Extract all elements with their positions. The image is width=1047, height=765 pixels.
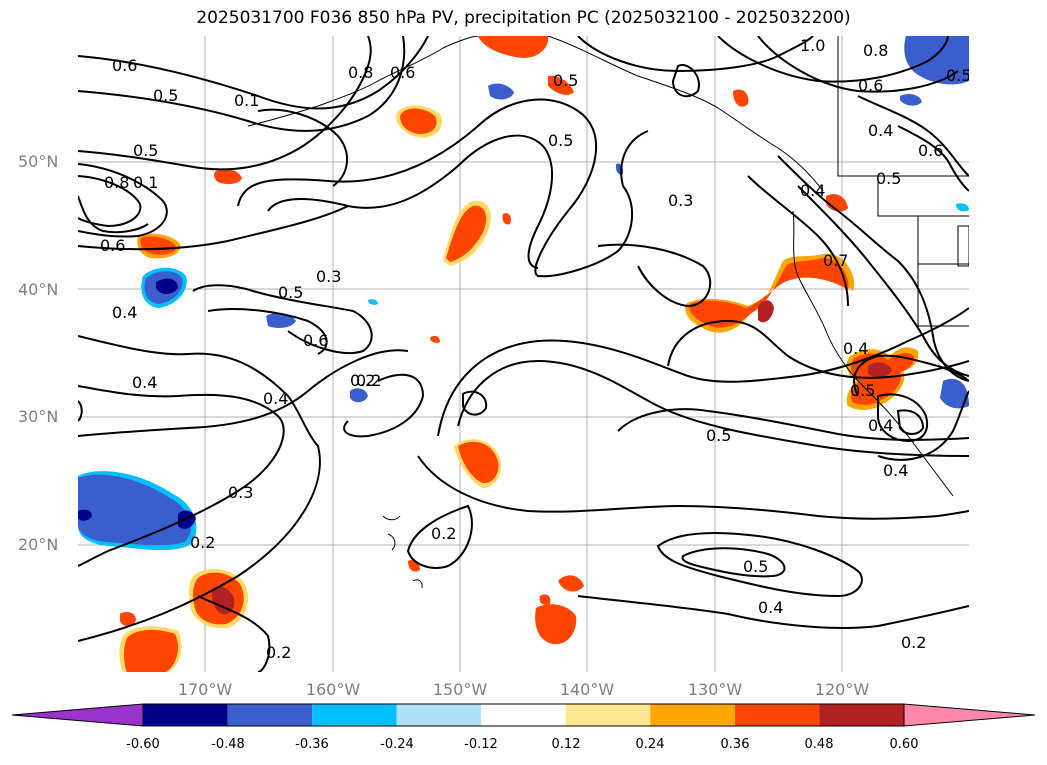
colorbar-high-extend — [903, 703, 1035, 727]
contour-label: 0.3 — [668, 191, 693, 210]
contour-label: 0.5 — [850, 381, 875, 400]
contour-label: 0.4 — [263, 389, 288, 408]
colorbar-tick: -0.36 — [295, 737, 329, 752]
contour-label: 0.4 — [132, 373, 157, 392]
contour-label: 0.4 — [843, 339, 868, 358]
contour-label: 0.4 — [112, 303, 137, 322]
contour-label: 0.5 — [946, 66, 969, 85]
colorbar-segment — [396, 704, 482, 726]
contour-label: 0.5 — [133, 141, 158, 160]
contour-label: 0.2 — [266, 643, 291, 662]
map-title: 2025031700 F036 850 hPa PV, precipitatio… — [196, 8, 851, 28]
colorbar-tick: 0.12 — [551, 737, 581, 752]
colorbar-segment — [565, 704, 651, 726]
lat-label-20n: 20°N — [18, 535, 59, 554]
colorbar-segment — [481, 704, 566, 726]
colorbar-tick: -0.60 — [126, 737, 160, 752]
contour-label: 0.4 — [868, 121, 893, 140]
precip-negative-areas — [78, 36, 969, 551]
colorbar-segment — [227, 704, 313, 726]
contour-label: 0.6 — [100, 236, 125, 255]
colorbar-segment — [819, 704, 904, 726]
colorbar-tick: -0.24 — [380, 737, 414, 752]
colorbar-segment — [650, 704, 735, 726]
colorbar-low-extend — [12, 703, 144, 727]
contour-label: 0.2 — [431, 524, 456, 543]
contour-label: 0.5 — [553, 71, 578, 90]
colorbar-tick: 0.48 — [804, 737, 834, 752]
pv-contours — [78, 36, 969, 672]
lat-label-50n: 50°N — [18, 152, 59, 171]
colorbar-tick: 0.60 — [889, 737, 919, 752]
contour-label: 0.1 — [133, 173, 158, 192]
contour-label: 0.5 — [876, 169, 901, 188]
contour-label: 0.2 — [356, 371, 381, 390]
precip-positive-areas — [119, 36, 919, 672]
contour-label: 0.4 — [868, 416, 893, 435]
lat-label-30n: 30°N — [18, 407, 59, 426]
lon-label-160w: 160°W — [305, 680, 361, 699]
lat-label-40n: 40°N — [18, 280, 59, 299]
contour-label: 0.8 — [104, 173, 129, 192]
colorbar-tick: 0.24 — [635, 737, 665, 752]
contour-label-group: 0.6 0.5 0.1 0.8 0.6 0.5 0.4 0.3 0.5 0.6 … — [100, 36, 969, 662]
map-canvas: 0.6 0.5 0.1 0.8 0.6 0.5 0.4 0.3 0.5 0.6 … — [78, 36, 969, 672]
colorbar-segment — [734, 704, 820, 726]
map-panel: 0.6 0.5 0.1 0.8 0.6 0.5 0.4 0.3 0.5 0.6 … — [78, 36, 969, 672]
colorbar-segment — [143, 704, 228, 726]
contour-label: 0.2 — [350, 371, 375, 390]
colorbar-segment — [312, 704, 397, 726]
colorbar-tick: 0.36 — [720, 737, 750, 752]
contour-label: 0.8 — [863, 41, 888, 60]
lon-label-120w: 120°W — [814, 680, 870, 699]
contour-label: 0.4 — [800, 181, 825, 200]
colorbar — [12, 703, 1035, 727]
contour-label: 0.6 — [112, 56, 137, 75]
contour-label: 0.4 — [883, 461, 908, 480]
contour-label: 0.3 — [316, 267, 341, 286]
contour-label: 0.6 — [303, 331, 328, 350]
contour-label: 0.6 — [390, 63, 415, 82]
lon-label-140w: 140°W — [559, 680, 615, 699]
lon-label-130w: 130°W — [687, 680, 743, 699]
contour-label: 0.2 — [190, 533, 215, 552]
contour-label: 0.1 — [234, 91, 259, 110]
colorbar-tick: -0.12 — [464, 737, 498, 752]
contour-label: 0.5 — [278, 283, 303, 302]
lon-label-150w: 150°W — [432, 680, 488, 699]
contour-label: 0.6 — [858, 76, 883, 95]
contour-label: 0.5 — [153, 86, 178, 105]
contour-label: 0.5 — [548, 131, 573, 150]
colorbar-segments — [142, 703, 905, 727]
contour-label: 0.5 — [706, 426, 731, 445]
contour-label: 0.2 — [901, 633, 926, 652]
contour-label: 0.6 — [918, 141, 943, 160]
contour-label: 0.7 — [823, 251, 848, 270]
colorbar-tick: -0.48 — [211, 737, 245, 752]
coastlines — [247, 36, 969, 589]
contour-label: 1.0 — [800, 36, 825, 55]
contour-label: 0.5 — [743, 557, 768, 576]
contour-label: 0.4 — [758, 598, 783, 617]
lon-label-170w: 170°W — [177, 680, 233, 699]
contour-label: 0.3 — [228, 483, 253, 502]
contour-label: 0.8 — [348, 63, 373, 82]
